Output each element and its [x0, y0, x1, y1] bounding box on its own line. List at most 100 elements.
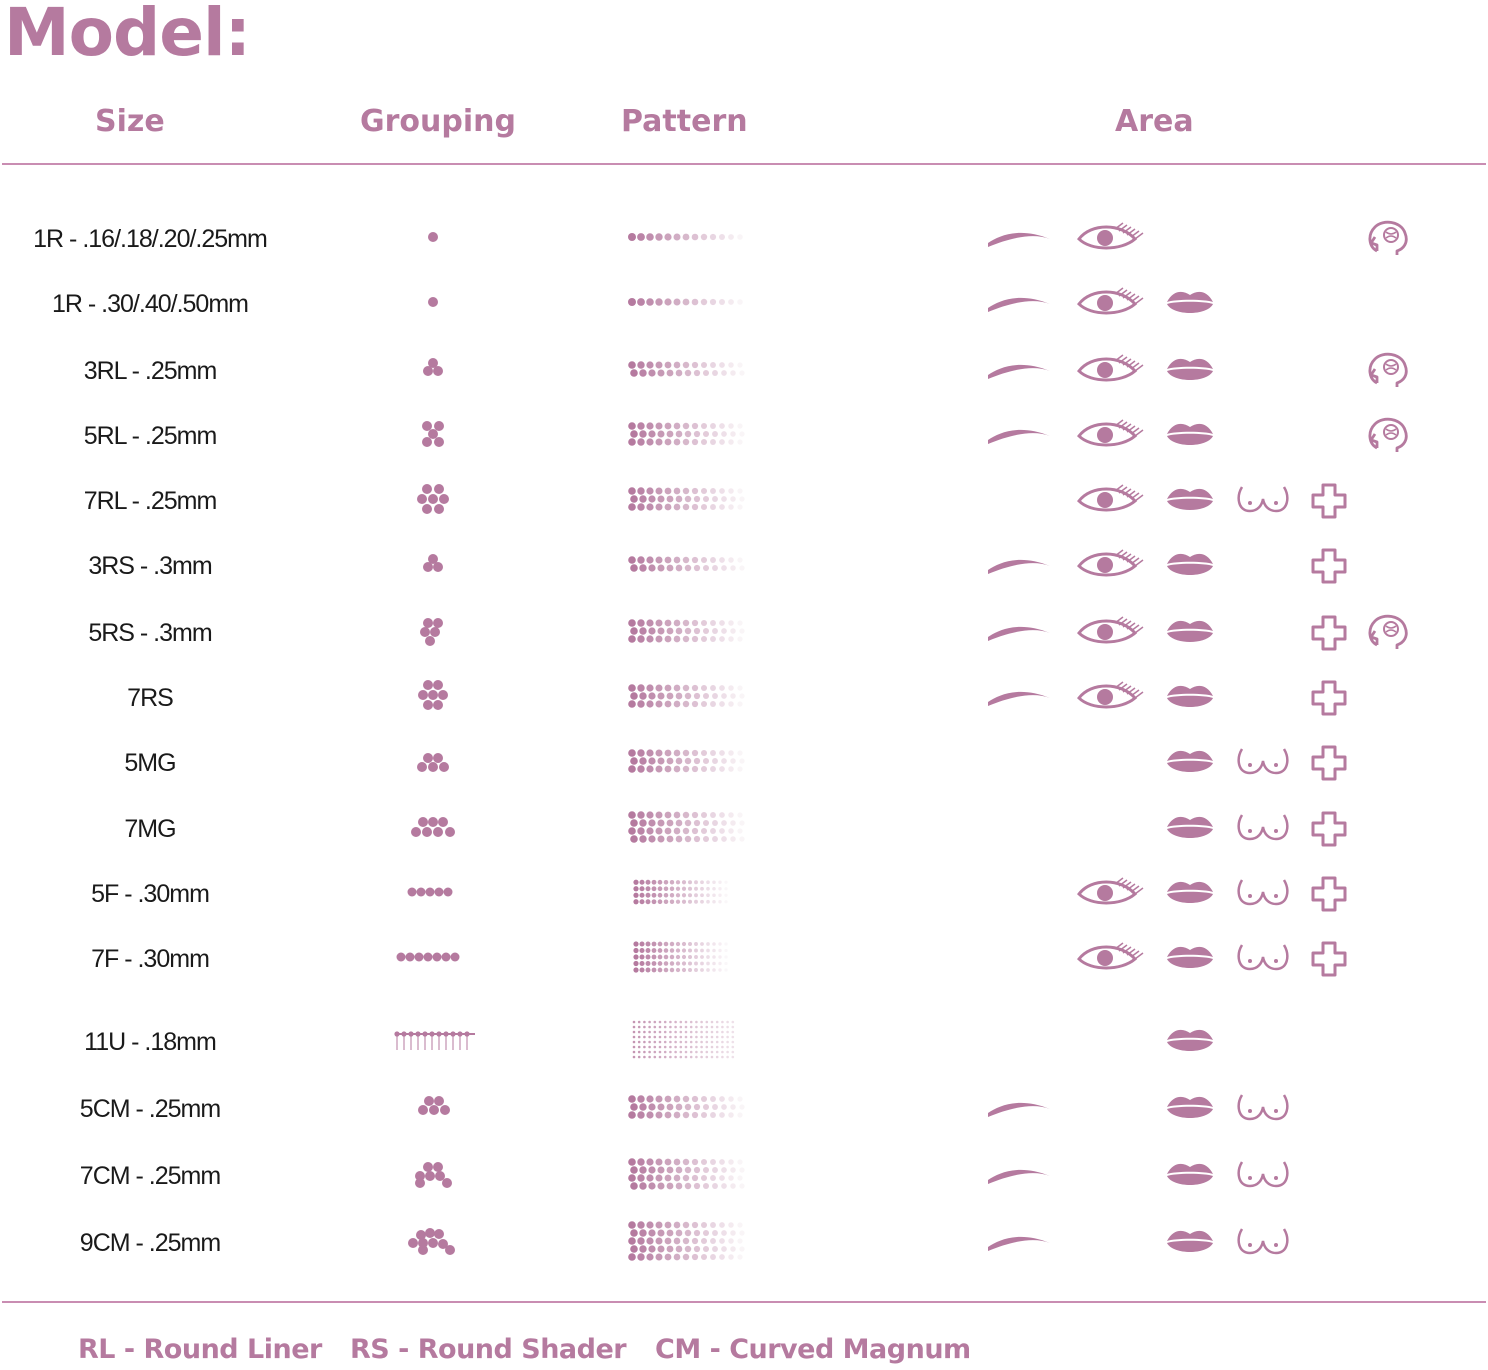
needle-size-label: 5RL - .25mm — [83, 422, 218, 450]
pattern-diagram — [622, 611, 762, 651]
lip-icon — [1155, 872, 1225, 912]
brow-icon — [982, 282, 1052, 322]
grouping-diagram — [383, 349, 483, 389]
pattern-diagram — [622, 1154, 762, 1194]
header-divider — [2, 163, 1486, 165]
scalp-icon — [1355, 414, 1425, 454]
lip-icon — [1155, 479, 1225, 519]
areola-icon — [1228, 741, 1298, 781]
pattern-diagram — [622, 676, 762, 716]
brow-icon — [982, 217, 1052, 257]
brow-icon — [982, 1221, 1052, 1261]
column-header-pattern: Pattern — [621, 104, 748, 139]
needle-size-label: 1R - .30/.40/.50mm — [52, 290, 249, 318]
scar-icon — [1294, 676, 1364, 716]
brow-icon — [982, 414, 1052, 454]
lip-icon — [1155, 414, 1225, 454]
page-title: Model: — [4, 0, 251, 71]
eye-icon — [1075, 676, 1145, 716]
brow-icon — [982, 1087, 1052, 1127]
legend-round-shader: RS - Round Shader — [350, 1334, 627, 1365]
table-row: 1R - .16/.18/.20/.25mm — [0, 217, 1488, 257]
needle-size-label: 9CM - .25mm — [79, 1229, 221, 1257]
table-row: 7RL - .25mm — [0, 479, 1488, 519]
needle-size-label: 5MG — [124, 749, 176, 777]
brow-icon — [982, 611, 1052, 651]
scar-icon — [1294, 741, 1364, 781]
grouping-diagram — [383, 1221, 483, 1261]
lip-icon — [1155, 1087, 1225, 1127]
pattern-diagram — [622, 544, 762, 584]
needle-size-label: 3RL - .25mm — [83, 357, 218, 385]
table-row: 11U - .18mm — [0, 1020, 1488, 1060]
pattern-diagram — [622, 872, 762, 912]
pattern-diagram — [622, 1087, 762, 1127]
pattern-diagram — [622, 479, 762, 519]
brow-icon — [982, 676, 1052, 716]
scar-icon — [1294, 611, 1364, 651]
pattern-diagram — [622, 937, 762, 977]
grouping-diagram — [383, 807, 483, 847]
grouping-diagram — [383, 282, 483, 322]
eye-icon — [1075, 414, 1145, 454]
areola-icon — [1228, 872, 1298, 912]
grouping-diagram — [383, 1087, 483, 1127]
scar-icon — [1294, 937, 1364, 977]
table-row: 5CM - .25mm — [0, 1087, 1488, 1127]
legend-curved-magnum: CM - Curved Magnum — [655, 1334, 971, 1365]
table-row: 7F - .30mm — [0, 937, 1488, 977]
lip-icon — [1155, 349, 1225, 389]
table-row: 7CM - .25mm — [0, 1154, 1488, 1194]
pattern-diagram — [622, 414, 762, 454]
needle-size-label: 7RL - .25mm — [83, 487, 218, 515]
areola-icon — [1228, 1087, 1298, 1127]
grouping-diagram — [383, 741, 483, 781]
needle-size-label: 5F - .30mm — [91, 880, 210, 908]
lip-icon — [1155, 741, 1225, 781]
table-row: 5MG — [0, 741, 1488, 781]
column-header-area: Area — [1115, 104, 1194, 139]
grouping-diagram — [383, 937, 483, 977]
eye-icon — [1075, 282, 1145, 322]
column-header-size: Size — [95, 104, 165, 139]
table-row: 7RS — [0, 676, 1488, 716]
lip-icon — [1155, 611, 1225, 651]
needle-size-label: 11U - .18mm — [84, 1028, 217, 1056]
needle-size-label: 5CM - .25mm — [79, 1095, 221, 1123]
table-row: 5RS - .3mm — [0, 611, 1488, 651]
eye-icon — [1075, 544, 1145, 584]
scalp-icon — [1355, 349, 1425, 389]
lip-icon — [1155, 676, 1225, 716]
scar-icon — [1294, 544, 1364, 584]
pattern-diagram — [622, 741, 762, 781]
lip-icon — [1155, 807, 1225, 847]
needle-size-label: 7RS — [127, 684, 174, 712]
footer-divider — [2, 1301, 1486, 1303]
eye-icon — [1075, 217, 1145, 257]
pattern-diagram — [622, 282, 762, 322]
grouping-diagram — [383, 414, 483, 454]
eye-icon — [1075, 479, 1145, 519]
scar-icon — [1294, 479, 1364, 519]
lip-icon — [1155, 282, 1225, 322]
grouping-diagram — [383, 544, 483, 584]
areola-icon — [1228, 1221, 1298, 1261]
needle-size-label: 5RS - .3mm — [88, 619, 212, 647]
areola-icon — [1228, 807, 1298, 847]
grouping-diagram — [383, 479, 483, 519]
table-row: 1R - .30/.40/.50mm — [0, 282, 1488, 322]
grouping-diagram — [383, 1154, 483, 1194]
scar-icon — [1294, 807, 1364, 847]
scalp-icon — [1355, 611, 1425, 651]
grouping-diagram — [383, 611, 483, 651]
eye-icon — [1075, 937, 1145, 977]
areola-icon — [1228, 937, 1298, 977]
pattern-diagram — [622, 349, 762, 389]
pattern-diagram — [622, 807, 762, 847]
eye-icon — [1075, 611, 1145, 651]
needle-size-label: 1R - .16/.18/.20/.25mm — [33, 225, 268, 253]
brow-icon — [982, 349, 1052, 389]
brow-icon — [982, 544, 1052, 584]
table-row: 9CM - .25mm — [0, 1221, 1488, 1261]
pattern-diagram — [622, 1221, 762, 1261]
